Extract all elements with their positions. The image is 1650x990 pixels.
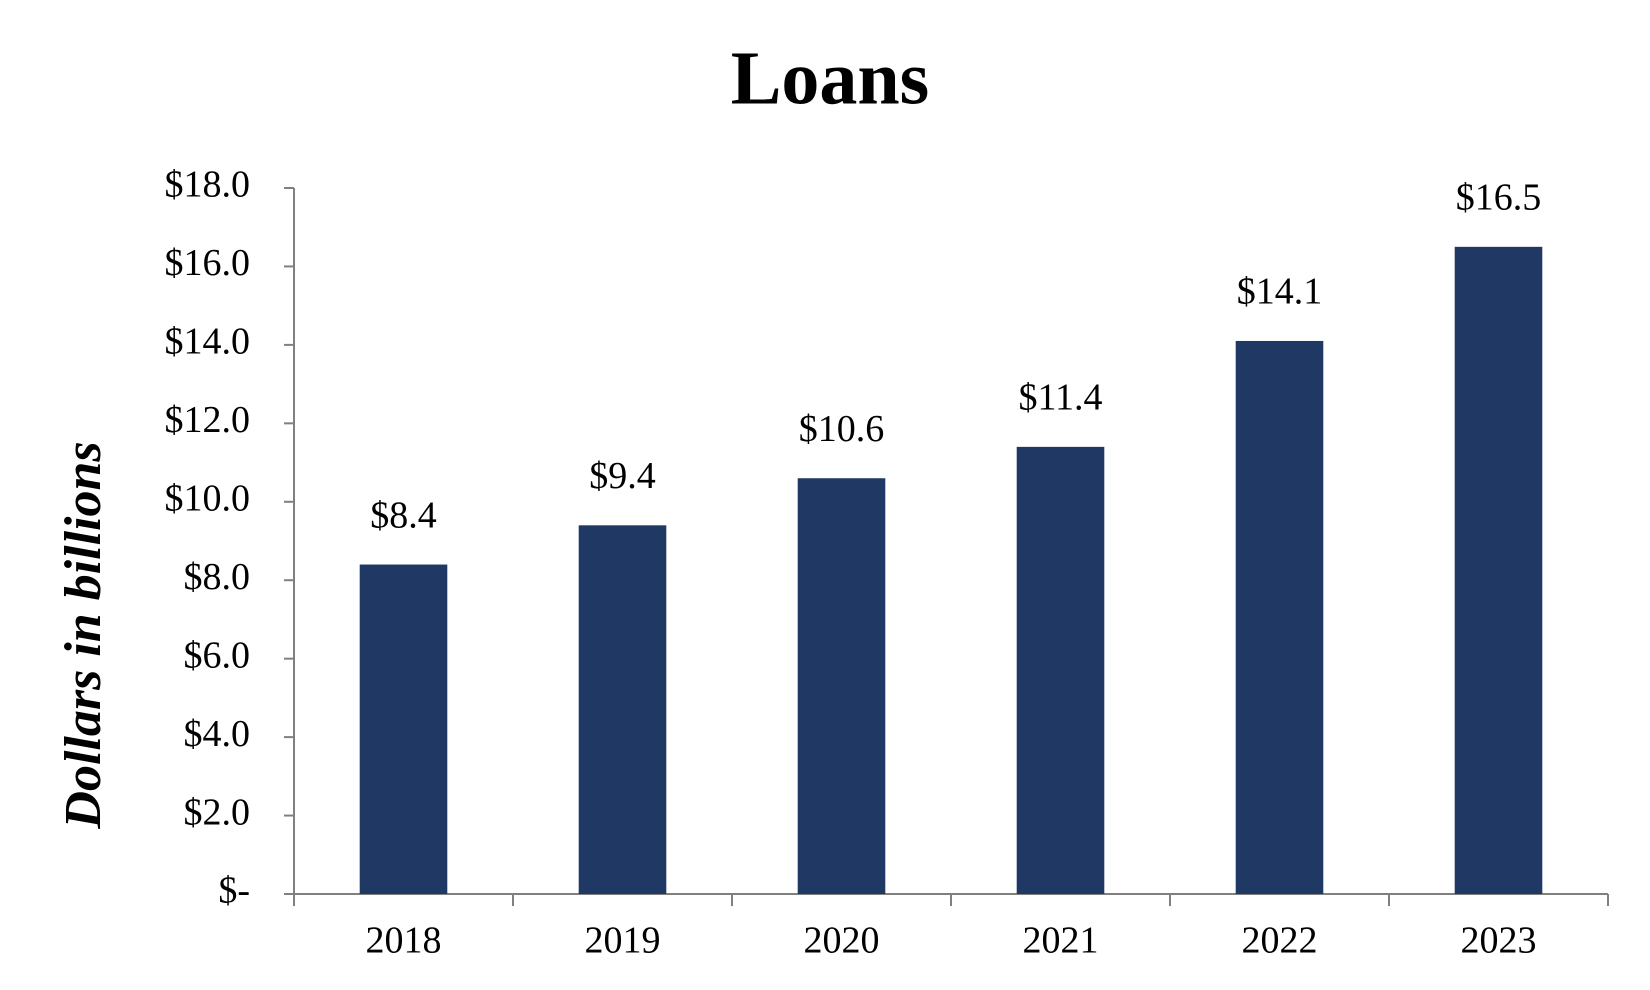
bar	[1235, 340, 1324, 894]
y-tick-label: $8.0	[184, 556, 251, 598]
y-tick-label: $2.0	[184, 791, 251, 833]
value-label: $8.4	[370, 494, 437, 536]
y-axis-label: Dollars in billions	[55, 441, 112, 829]
y-tick-label: $-	[218, 870, 250, 912]
x-tick-label: 2019	[585, 920, 661, 962]
value-label: $10.6	[799, 408, 885, 450]
bar	[1454, 246, 1543, 895]
x-tick-label: 2021	[1023, 920, 1099, 962]
x-tick-label: 2020	[804, 920, 880, 962]
y-tick-label: $12.0	[165, 399, 251, 441]
bar	[578, 525, 667, 894]
value-label: $14.1	[1237, 271, 1323, 313]
x-tick-label: 2018	[366, 920, 442, 962]
x-tick-label: 2022	[1242, 920, 1318, 962]
y-tick-label: $14.0	[165, 321, 251, 363]
y-tick-label: $10.0	[165, 477, 251, 519]
value-label: $16.5	[1456, 177, 1542, 219]
y-tick-label: $16.0	[165, 242, 251, 284]
bar	[359, 564, 448, 894]
chart-title: Loans	[731, 36, 930, 120]
bar	[1016, 446, 1105, 894]
bar	[797, 478, 886, 894]
value-label: $11.4	[1018, 377, 1102, 419]
y-tick-label: $18.0	[165, 164, 251, 206]
y-tick-label: $4.0	[184, 713, 251, 755]
y-tick-label: $6.0	[184, 634, 251, 676]
x-tick-label: 2023	[1461, 920, 1537, 962]
value-label: $9.4	[589, 455, 656, 497]
